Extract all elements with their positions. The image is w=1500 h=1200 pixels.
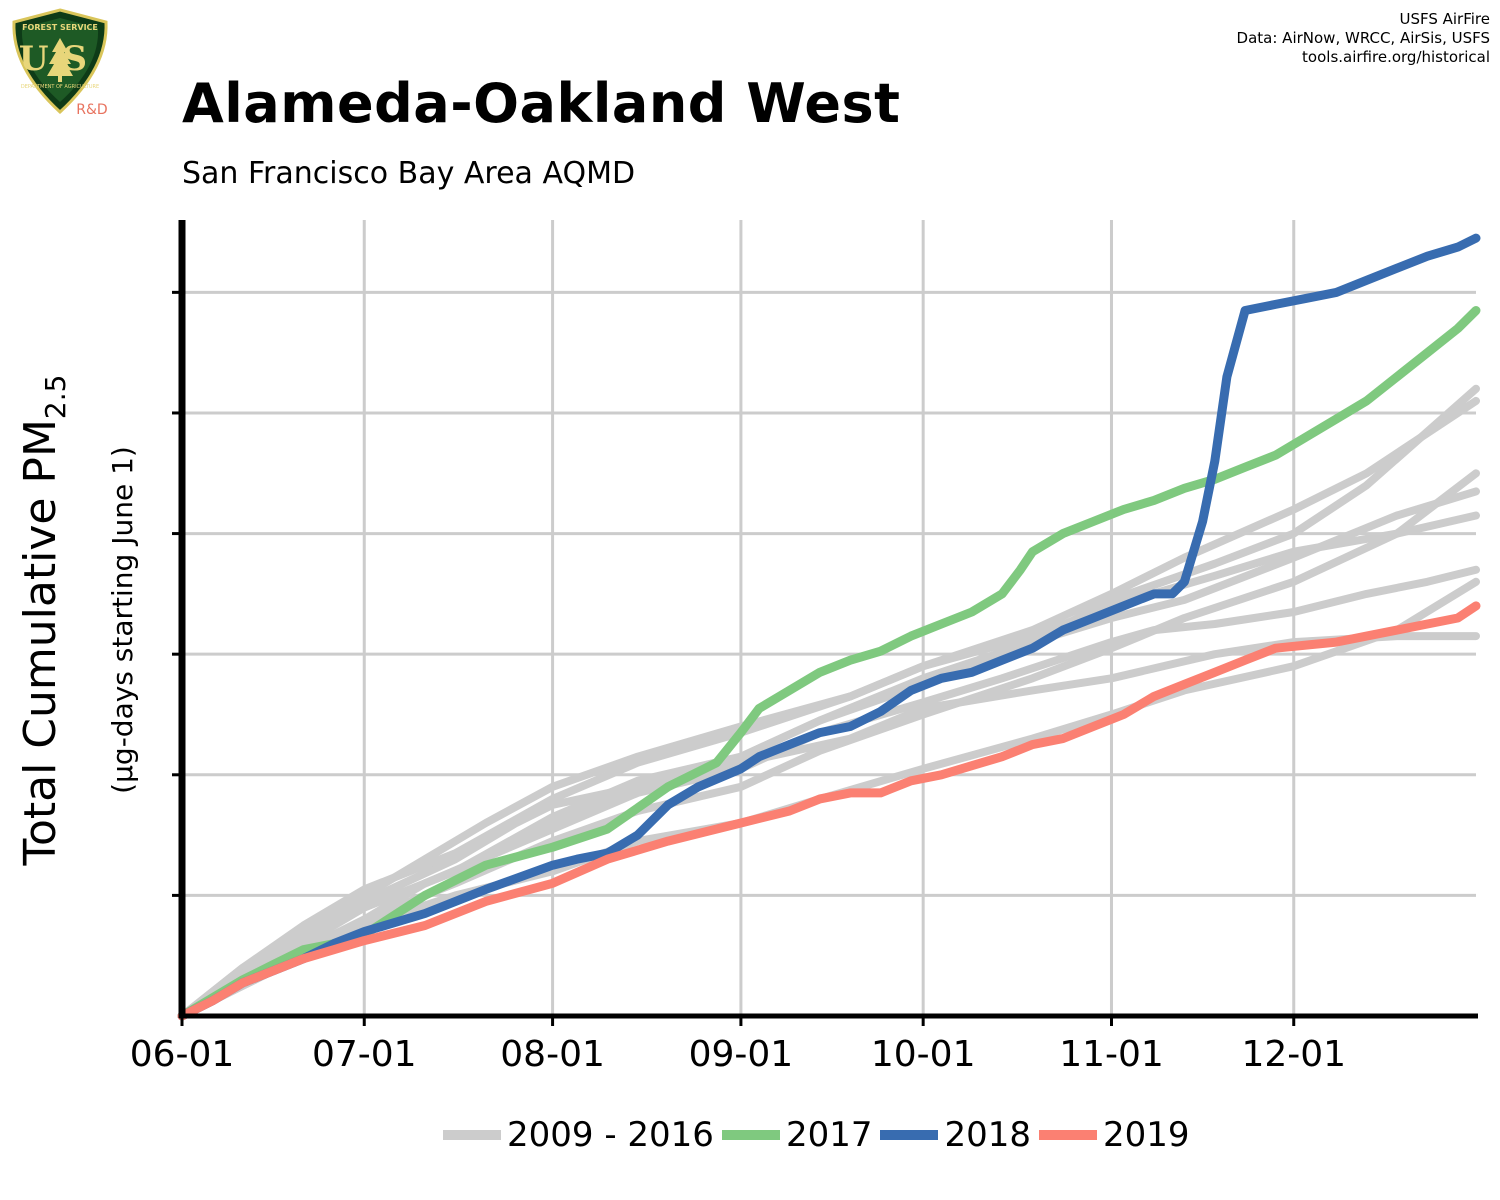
legend-label-2017: 2017 bbox=[785, 1115, 873, 1155]
logo-bottom-text: DEPARTMENT OF AGRICULTURE bbox=[21, 84, 99, 90]
y-axis-title: Total Cumulative PM2.5 bbox=[15, 375, 72, 867]
attribution-data-sources: Data: AirNow, WRCC, AirSis, USFS bbox=[1236, 29, 1490, 47]
x-tick-label-3: 09-01 bbox=[689, 1034, 794, 1075]
history-series-line-5 bbox=[178, 469, 1480, 1020]
attribution-url: tools.airfire.org/historical bbox=[1302, 48, 1490, 66]
legend-item-history: 2009 - 2016 bbox=[443, 1115, 714, 1155]
legend-item-2017: 2017 bbox=[721, 1115, 873, 1155]
cumulative-pm-chart: 06-01 07-01 08-01 09-01 10-01 11-01 12-01 Tota… bbox=[15, 220, 1481, 1075]
chart-legend: 2009 - 2016 2017 2018 2019 bbox=[443, 1112, 1198, 1158]
y-axis-units: (µg-days starting June 1) bbox=[106, 446, 139, 794]
x-tick-label-6: 12-01 bbox=[1241, 1034, 1346, 1075]
chart-title: Alameda-Oakland West bbox=[182, 72, 901, 135]
x-tick-label-5: 11-01 bbox=[1059, 1034, 1164, 1075]
legend-swatch-2017 bbox=[721, 1130, 780, 1140]
legend-swatch-history bbox=[443, 1130, 501, 1140]
series-line-2019 bbox=[177, 601, 1481, 1021]
y-tick-group bbox=[172, 290, 182, 897]
attribution-org: USFS AirFire bbox=[1399, 10, 1490, 28]
history-series-line-4 bbox=[178, 632, 1480, 1020]
attribution: USFS AirFire Data: AirNow, WRCC, AirSis,… bbox=[1237, 10, 1490, 67]
legend-label-2018: 2018 bbox=[944, 1115, 1032, 1155]
logo-rd-text: R&D bbox=[76, 102, 107, 118]
x-tick-label-0: 06-01 bbox=[130, 1034, 235, 1075]
legend-swatch-2018 bbox=[880, 1130, 939, 1140]
history-series-group bbox=[178, 384, 1480, 1020]
legend-swatch-2019 bbox=[1039, 1130, 1098, 1140]
y-axis-label: Total Cumulative PM2.5 bbox=[15, 375, 72, 867]
x-tick-label-2: 08-01 bbox=[500, 1034, 605, 1075]
highlight-series-group bbox=[177, 233, 1481, 1021]
tree-icon bbox=[47, 38, 73, 82]
series-line-2017 bbox=[177, 306, 1481, 1021]
legend-item-2019: 2019 bbox=[1039, 1115, 1190, 1155]
history-series-line-7 bbox=[178, 384, 1480, 1020]
chart-subtitle: San Francisco Bay Area AQMD bbox=[182, 156, 636, 191]
x-tick-group: 06-01 07-01 08-01 09-01 10-01 11-01 12-01 bbox=[130, 1016, 1346, 1075]
legend-item-2018: 2018 bbox=[880, 1115, 1031, 1155]
y-axis-label-subscript: 2.5 bbox=[39, 375, 72, 420]
legend-label-2019: 2019 bbox=[1103, 1115, 1190, 1155]
series-line-2018 bbox=[177, 233, 1481, 1021]
x-tick-label-1: 07-01 bbox=[312, 1034, 417, 1075]
forest-service-shield-logo: FOREST SERVICE US DEPARTMENT OF AGRICULT… bbox=[12, 8, 108, 118]
axes bbox=[178, 220, 1478, 1019]
history-series-line-6 bbox=[178, 396, 1480, 1020]
legend-label-history: 2009 - 2016 bbox=[507, 1115, 714, 1155]
logo-top-text: FOREST SERVICE bbox=[22, 23, 98, 32]
x-tick-label-4: 10-01 bbox=[871, 1034, 976, 1075]
